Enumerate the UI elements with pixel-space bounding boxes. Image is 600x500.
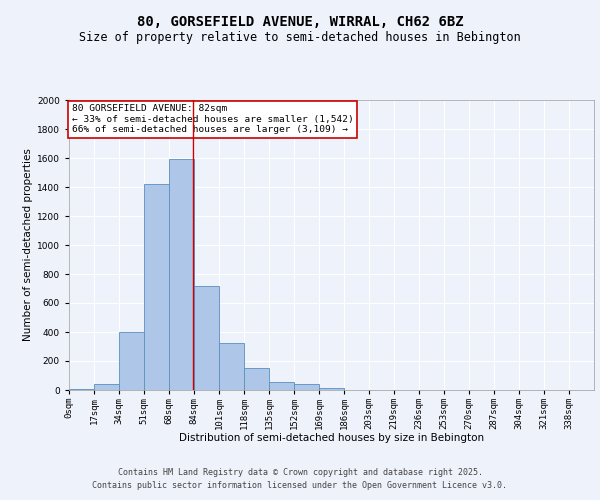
Bar bbox=[69, 388, 94, 390]
Bar bbox=[319, 388, 344, 390]
Bar bbox=[169, 160, 194, 390]
Bar bbox=[244, 368, 269, 390]
Bar bbox=[144, 184, 169, 390]
Text: 80 GORSEFIELD AVENUE: 82sqm
← 33% of semi-detached houses are smaller (1,542)
66: 80 GORSEFIELD AVENUE: 82sqm ← 33% of sem… bbox=[71, 104, 353, 134]
Text: Size of property relative to semi-detached houses in Bebington: Size of property relative to semi-detach… bbox=[79, 31, 521, 44]
Bar bbox=[219, 343, 244, 390]
Bar bbox=[119, 332, 144, 390]
Text: 80, GORSEFIELD AVENUE, WIRRAL, CH62 6BZ: 80, GORSEFIELD AVENUE, WIRRAL, CH62 6BZ bbox=[137, 16, 463, 30]
Y-axis label: Number of semi-detached properties: Number of semi-detached properties bbox=[23, 148, 33, 342]
X-axis label: Distribution of semi-detached houses by size in Bebington: Distribution of semi-detached houses by … bbox=[179, 434, 484, 444]
Text: Contains HM Land Registry data © Crown copyright and database right 2025.: Contains HM Land Registry data © Crown c… bbox=[118, 468, 482, 477]
Text: Contains public sector information licensed under the Open Government Licence v3: Contains public sector information licen… bbox=[92, 480, 508, 490]
Bar bbox=[194, 286, 219, 390]
Bar bbox=[94, 384, 119, 390]
Bar bbox=[294, 384, 319, 390]
Bar bbox=[269, 382, 294, 390]
